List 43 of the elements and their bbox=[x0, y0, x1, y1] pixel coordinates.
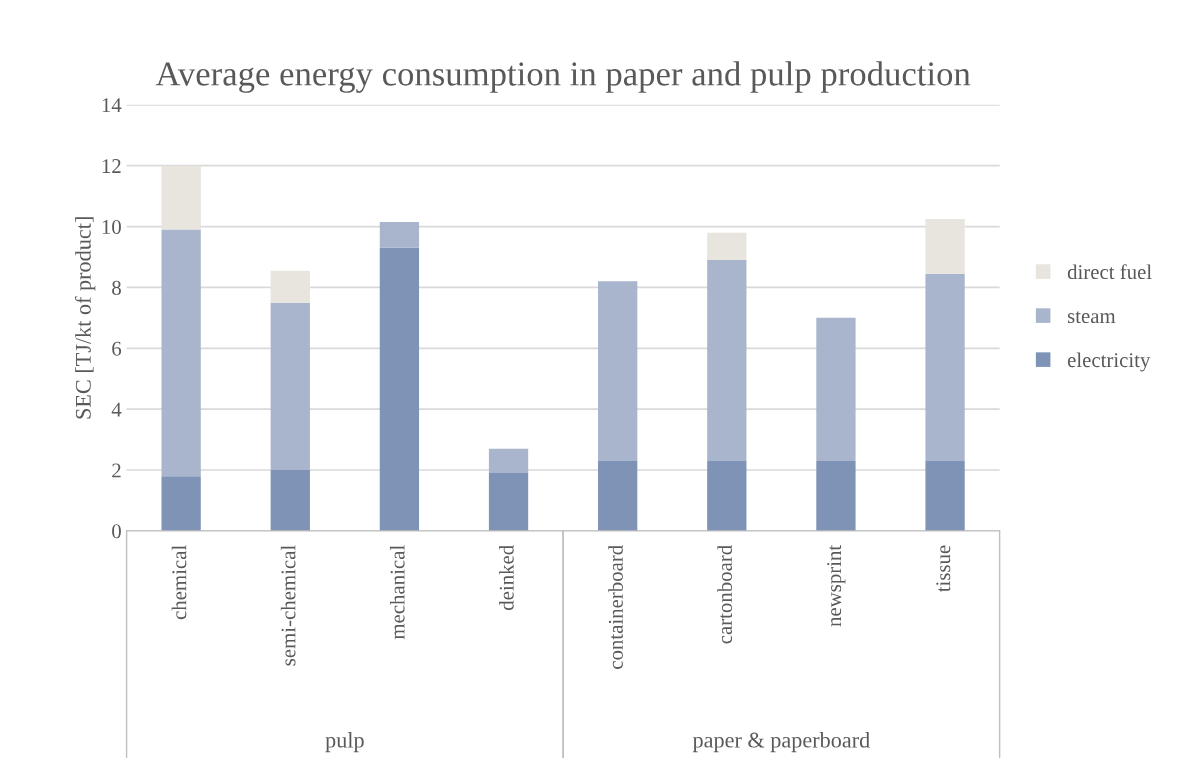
x-tick-label: newsprint bbox=[827, 544, 846, 627]
y-tick-label: 10 bbox=[102, 219, 121, 234]
bar bbox=[161, 165, 201, 230]
legend-label: steam bbox=[1067, 311, 1116, 324]
y-tick-label: 8 bbox=[112, 280, 121, 295]
bar bbox=[488, 448, 529, 474]
bar bbox=[161, 229, 201, 477]
text: paper & paperboard bbox=[692, 731, 870, 753]
bar bbox=[379, 247, 420, 531]
bar bbox=[270, 470, 310, 531]
x-tick-label: deinked bbox=[499, 545, 514, 610]
y-tick-label: 12 bbox=[102, 159, 121, 173]
y-tick-label: 6 bbox=[112, 341, 122, 356]
x-tick-label: cartonboard bbox=[717, 545, 733, 644]
bar bbox=[707, 460, 747, 531]
y-tick-label: 0 bbox=[112, 524, 121, 539]
legend-label: direct fuel bbox=[1067, 264, 1152, 280]
y-tick-label: 4 bbox=[111, 402, 122, 417]
chart-title: Average energy consumption in paper and pulp production bbox=[155, 61, 971, 93]
legend-label: electricity bbox=[1067, 352, 1151, 372]
bar bbox=[270, 270, 310, 303]
bar bbox=[707, 260, 747, 461]
text: pulp bbox=[325, 731, 364, 753]
bar bbox=[161, 476, 201, 531]
y-axis-title: SEC [TJ/kt of product] bbox=[74, 217, 96, 419]
x-tick-label: containerboard bbox=[608, 545, 623, 669]
bar bbox=[816, 460, 856, 531]
bar bbox=[379, 221, 420, 248]
x-tick-label: semi-chemical bbox=[280, 545, 296, 666]
x-tick-label: mechanical bbox=[389, 545, 405, 640]
x-tick-label: tissue bbox=[936, 545, 951, 593]
bar bbox=[707, 232, 747, 261]
y-tick-label: 2 bbox=[112, 463, 121, 478]
bar bbox=[925, 460, 965, 531]
y-tick-label: 14 bbox=[102, 98, 122, 113]
x-tick-label: chemical bbox=[171, 545, 187, 620]
bar bbox=[598, 281, 638, 461]
bar bbox=[270, 302, 310, 471]
bar bbox=[816, 317, 856, 461]
bar bbox=[488, 473, 529, 531]
bar bbox=[925, 273, 965, 461]
bar bbox=[925, 218, 965, 274]
bar bbox=[598, 460, 638, 531]
